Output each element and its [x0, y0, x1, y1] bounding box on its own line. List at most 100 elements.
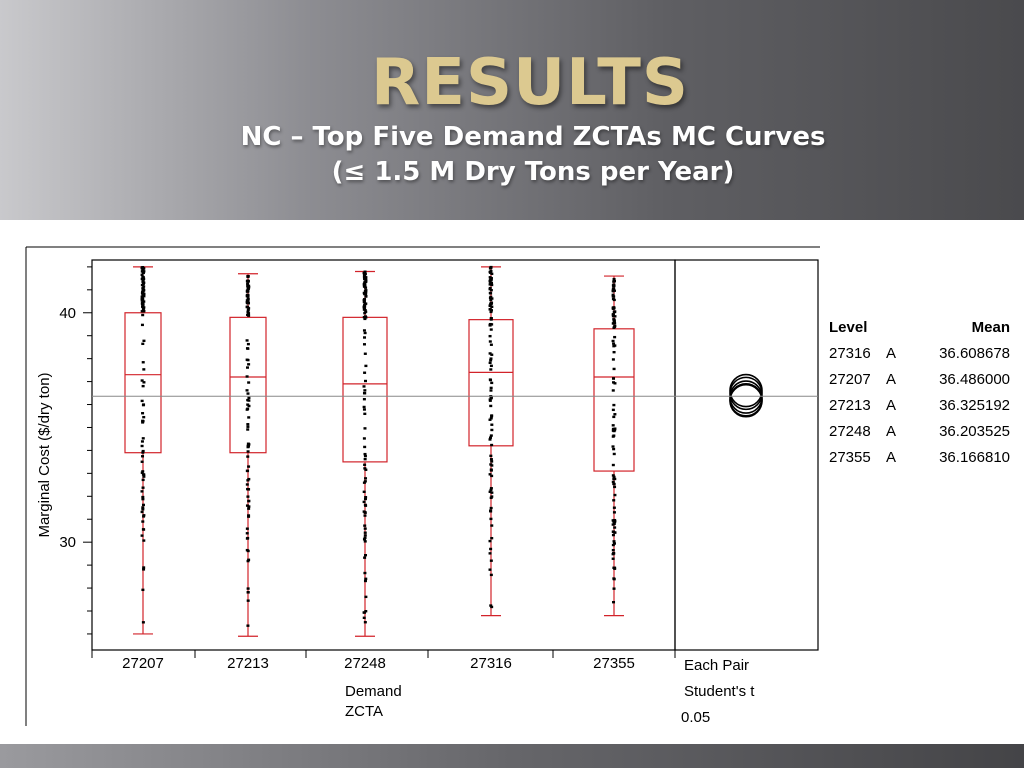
data-point	[141, 304, 145, 308]
data-point	[363, 454, 367, 458]
data-point	[488, 473, 492, 476]
y-axis: 30 40	[59, 266, 92, 635]
data-point	[142, 309, 146, 313]
data-point	[141, 420, 145, 423]
data-point	[364, 577, 368, 581]
data-point	[362, 405, 366, 409]
data-point	[489, 328, 493, 331]
data-point	[612, 540, 616, 543]
data-point	[362, 284, 366, 288]
data-point	[613, 344, 617, 347]
data-point	[245, 504, 249, 507]
comparison-label-line2: Student's t	[684, 683, 755, 700]
means-table-level: 27207	[829, 371, 871, 388]
data-point	[362, 298, 366, 302]
y-axis-label: Marginal Cost ($/dry ton)	[36, 372, 53, 537]
data-point	[488, 340, 492, 343]
data-point	[363, 272, 367, 275]
data-point	[612, 499, 616, 502]
data-point	[140, 302, 144, 306]
data-point	[613, 493, 617, 497]
data-point	[245, 548, 249, 552]
data-point	[613, 567, 617, 570]
data-point	[247, 307, 251, 310]
data-point	[363, 457, 367, 461]
data-point	[612, 551, 616, 555]
data-point	[490, 605, 494, 609]
box-series	[124, 265, 635, 637]
data-point	[489, 509, 493, 512]
data-point	[489, 270, 493, 273]
data-point	[363, 317, 367, 321]
data-point	[362, 398, 366, 401]
data-point	[611, 474, 615, 477]
data-point	[246, 403, 250, 406]
data-point	[246, 455, 250, 458]
data-point	[611, 533, 615, 537]
data-point	[141, 508, 145, 511]
data-point	[362, 616, 366, 619]
means-table-level: 27355	[829, 449, 871, 466]
data-point	[246, 423, 250, 426]
data-point	[489, 318, 493, 321]
data-point	[141, 271, 145, 275]
data-point	[247, 416, 251, 419]
data-point	[247, 558, 251, 562]
data-point	[245, 375, 249, 378]
data-point	[141, 294, 145, 297]
data-point	[613, 322, 617, 325]
data-point	[612, 511, 616, 514]
data-point	[142, 381, 146, 384]
data-point	[363, 511, 367, 514]
data-point	[363, 531, 367, 534]
data-point	[612, 415, 616, 419]
data-point	[142, 528, 146, 531]
data-point	[245, 483, 249, 486]
data-point	[489, 302, 493, 305]
data-point	[140, 460, 144, 463]
data-point	[490, 281, 494, 285]
data-point	[140, 399, 144, 403]
data-point	[141, 269, 145, 272]
data-point	[141, 506, 145, 509]
data-point	[611, 463, 615, 467]
y-tick-label: 40	[59, 305, 76, 322]
x-tick-label: 27248	[344, 655, 386, 672]
data-point	[140, 323, 144, 327]
data-point	[142, 566, 146, 569]
data-point	[247, 399, 251, 402]
data-point	[363, 445, 367, 449]
data-point	[612, 342, 616, 345]
data-point	[489, 378, 493, 382]
means-table: Level Mean 27316 A 36.608678 27207 A 36.48600…	[829, 319, 1010, 466]
data-point	[140, 444, 144, 448]
data-point	[488, 322, 492, 326]
data-point	[363, 331, 367, 335]
data-point	[490, 353, 494, 356]
data-point	[612, 522, 616, 526]
data-point	[141, 279, 145, 282]
data-point	[363, 536, 367, 540]
data-point	[489, 389, 493, 392]
data-point	[611, 445, 615, 448]
comparison-circle	[729, 383, 763, 418]
data-point	[245, 358, 249, 361]
data-point	[246, 287, 250, 291]
data-point	[141, 307, 145, 311]
y-tick-label: 30	[59, 534, 76, 551]
data-point	[362, 300, 366, 303]
data-point	[490, 381, 494, 385]
slide-subtitle-line1: NC – Top Five Demand ZCTAs MC Curves	[240, 122, 826, 152]
data-point	[246, 282, 250, 285]
data-point	[362, 538, 366, 541]
data-point	[141, 473, 145, 476]
data-point	[362, 283, 366, 286]
data-point	[142, 277, 146, 281]
data-point	[141, 276, 145, 279]
data-point	[246, 599, 250, 602]
box-iqr	[229, 316, 267, 454]
data-point	[246, 279, 250, 282]
data-point	[488, 418, 492, 421]
data-point	[141, 486, 145, 489]
comparison-circle	[729, 376, 763, 411]
